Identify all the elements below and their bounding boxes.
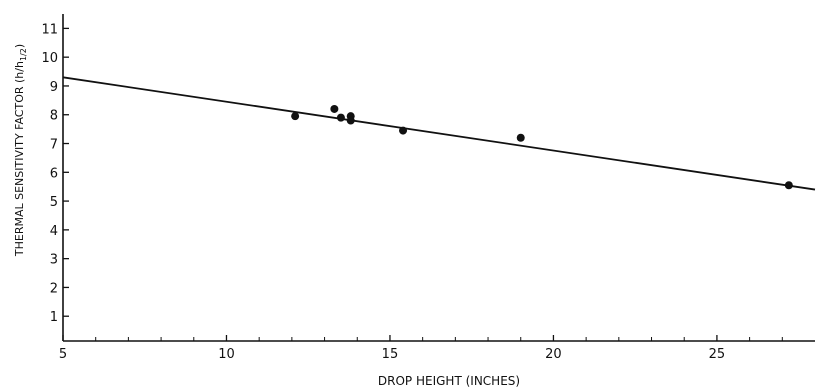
data-point (291, 112, 300, 121)
data-points (291, 104, 793, 190)
y-tick-label: 1 (50, 310, 58, 325)
y-tick-label: 10 (41, 51, 58, 66)
data-point (784, 181, 793, 190)
y-tick-label: 8 (50, 109, 58, 124)
x-tick-label: 25 (709, 347, 726, 362)
y-axis-label: THERMAL SENSITIVITY FACTOR (h/h1/2) (13, 44, 28, 257)
data-point (330, 104, 339, 113)
y-axis-label-subscript: 1/2 (19, 48, 28, 61)
x-tick-label: 20 (545, 347, 562, 362)
y-tick-label: 7 (50, 138, 58, 153)
fit-line-group (62, 76, 816, 191)
x-tick-label: 15 (382, 347, 399, 362)
data-point (336, 113, 345, 122)
x-tick-label: 5 (59, 347, 67, 362)
y-tick-label: 4 (50, 224, 58, 239)
y-tick-label: 3 (50, 253, 58, 268)
data-point (346, 116, 355, 125)
data-point (516, 133, 525, 142)
y-axis-label-main: THERMAL SENSITIVITY FACTOR (h/h (13, 61, 26, 257)
x-axis-label: DROP HEIGHT (INCHES) (378, 374, 520, 388)
data-point (399, 126, 408, 135)
y-tick-label: 5 (50, 195, 58, 210)
x-tick-label: 10 (218, 347, 235, 362)
y-axis-label-close: ) (13, 44, 26, 48)
axes (62, 14, 815, 342)
y-tick-label: 9 (50, 80, 58, 95)
regression-line (62, 76, 816, 191)
y-tick-label: 6 (50, 166, 58, 181)
ticks: 5 10 15 20 25 1 2 3 4 5 6 7 8 9 10 11 (41, 22, 783, 362)
y-tick-label: 11 (41, 22, 58, 37)
y-tick-label: 2 (50, 281, 58, 296)
